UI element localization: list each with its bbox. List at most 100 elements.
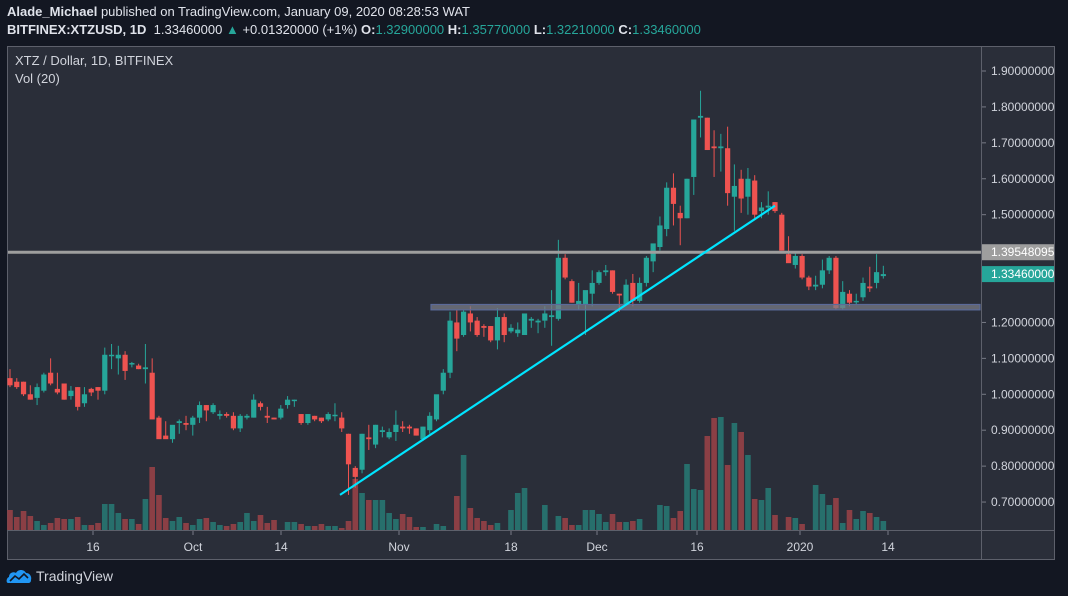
candle-body: [867, 286, 873, 289]
trendline[interactable]: [339, 204, 776, 496]
volume-bar: [203, 518, 210, 530]
candle-body: [14, 381, 20, 388]
tradingview-footer[interactable]: TradingView: [6, 568, 113, 584]
time-tick-label: 14: [274, 540, 288, 554]
high-label: H:: [447, 22, 462, 37]
candle-body: [474, 320, 480, 336]
candle-body: [352, 467, 358, 477]
volume-bar: [54, 518, 61, 530]
volume-bar: [264, 523, 271, 530]
candle-body: [400, 426, 406, 429]
price-tick-label: 0.90000000: [991, 423, 1055, 437]
candle-body: [7, 378, 13, 386]
candle-body: [48, 372, 54, 384]
volume-bar: [250, 521, 257, 530]
time-tick-label: 18: [504, 540, 518, 554]
volume-bar: [677, 511, 684, 530]
candle-body: [203, 405, 209, 411]
candle-body: [555, 257, 561, 319]
candle-body: [833, 257, 839, 309]
candle-body: [670, 187, 677, 204]
price-tick-label: 1.20000000: [991, 315, 1055, 329]
candle-body: [393, 424, 399, 432]
candle-body: [752, 180, 758, 215]
candle-body: [725, 148, 731, 194]
volume-bar: [663, 506, 670, 530]
candle-body: [616, 293, 622, 296]
volume-bar: [95, 523, 101, 530]
candle-body: [345, 433, 352, 465]
candle-body: [75, 387, 81, 407]
published-text: published on TradingView.com, January 09…: [100, 4, 470, 19]
volume-bar: [521, 488, 528, 530]
volume-bar: [812, 485, 819, 530]
candle-body: [176, 421, 182, 424]
last-price: 1.33460000: [153, 22, 223, 37]
candle-body: [379, 430, 385, 432]
candle-body: [447, 320, 453, 373]
volume-bar: [433, 524, 440, 530]
low-label: L:: [533, 22, 547, 37]
resistance-price-text: 1.39548095: [991, 245, 1055, 259]
author-name[interactable]: Alade_Michael: [7, 4, 98, 19]
volume-bar: [393, 519, 399, 530]
volume-bar: [210, 522, 216, 530]
candle-body: [420, 426, 426, 440]
candle-body: [684, 178, 690, 219]
volume-bar: [508, 510, 514, 530]
volume-bar: [616, 522, 623, 530]
volume-bar: [630, 521, 636, 530]
candle-body: [697, 115, 704, 118]
candle-body: [183, 423, 189, 425]
volume-bar: [284, 522, 291, 530]
candle-body: [460, 311, 467, 336]
volume-bar: [731, 423, 738, 530]
candle-body: [467, 313, 473, 323]
candle-body: [115, 354, 121, 359]
open-label: O:: [361, 22, 376, 37]
candle-body: [332, 414, 338, 417]
chart-frame[interactable]: [7, 46, 1055, 560]
volume-bar: [338, 528, 345, 530]
volume-bar: [758, 500, 765, 530]
candle-body: [589, 282, 595, 294]
candle-body: [711, 146, 717, 149]
candle-body: [196, 405, 203, 418]
price-axis[interactable]: 1.90000000 1.80000000 1.70000000 1.60000000…: [982, 64, 1055, 509]
candle-body: [122, 354, 128, 371]
price-tick-label: 1.80000000: [991, 100, 1055, 114]
volume-bar: [785, 517, 792, 530]
volume-bar: [352, 479, 359, 530]
volume-bar: [399, 514, 406, 530]
candle-body: [210, 405, 216, 413]
volume-bar: [609, 514, 616, 530]
volume-bar: [108, 504, 115, 530]
candle-body: [637, 282, 643, 301]
volume-bar: [481, 521, 487, 530]
candle-body: [521, 313, 528, 336]
candle-body: [582, 290, 589, 305]
volume-bar: [880, 521, 887, 530]
volume-bars: [7, 417, 887, 530]
triangle-up-icon: ▲: [225, 22, 239, 37]
volume-bar: [846, 510, 853, 530]
volume-bar: [413, 527, 419, 530]
volume-bar: [697, 490, 704, 530]
candle-body: [230, 415, 237, 429]
volume-bar: [122, 519, 128, 530]
volume-bar: [7, 510, 13, 530]
chart-legend-title: XTZ / Dollar, 1D, BITFINEX: [15, 53, 174, 68]
candles: [7, 90, 886, 495]
drawings[interactable]: [8, 204, 981, 496]
last-price-label: [982, 266, 1054, 283]
volume-bar: [542, 505, 548, 530]
candle-body: [657, 225, 663, 248]
candle-body: [623, 284, 629, 305]
volume-bar: [366, 500, 372, 530]
candle-body: [819, 270, 825, 285]
support-zone-rectangle[interactable]: [430, 303, 981, 311]
time-axis[interactable]: 16 Oct 14 Nov 18 Dec 16 2020 14: [86, 531, 895, 554]
candle-body: [372, 424, 379, 445]
symbol-info-bar: BITFINEX:XTZUSD, 1D 1.33460000 ▲ +0.0132…: [7, 22, 701, 37]
